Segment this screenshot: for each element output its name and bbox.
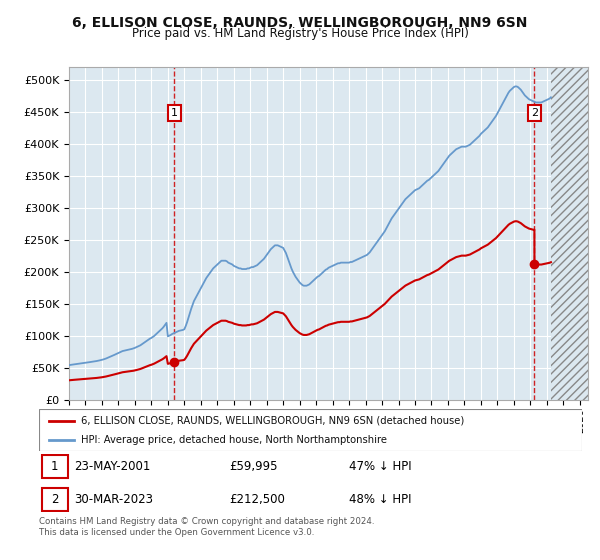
Text: 6, ELLISON CLOSE, RAUNDS, WELLINGBOROUGH, NN9 6SN (detached house): 6, ELLISON CLOSE, RAUNDS, WELLINGBOROUGH… bbox=[82, 416, 464, 426]
Text: Contains HM Land Registry data © Crown copyright and database right 2024.
This d: Contains HM Land Registry data © Crown c… bbox=[39, 517, 374, 537]
Text: 1: 1 bbox=[171, 108, 178, 118]
Text: 2: 2 bbox=[531, 108, 538, 118]
Text: 23-MAY-2001: 23-MAY-2001 bbox=[74, 460, 151, 473]
Text: 2: 2 bbox=[51, 493, 58, 506]
Text: £59,995: £59,995 bbox=[229, 460, 278, 473]
Text: 6, ELLISON CLOSE, RAUNDS, WELLINGBOROUGH, NN9 6SN: 6, ELLISON CLOSE, RAUNDS, WELLINGBOROUGH… bbox=[73, 16, 527, 30]
Text: 47% ↓ HPI: 47% ↓ HPI bbox=[349, 460, 411, 473]
Bar bbox=[42, 455, 68, 478]
Text: 1: 1 bbox=[51, 460, 58, 473]
Text: 30-MAR-2023: 30-MAR-2023 bbox=[74, 493, 153, 506]
Bar bbox=[42, 488, 68, 511]
Text: Price paid vs. HM Land Registry's House Price Index (HPI): Price paid vs. HM Land Registry's House … bbox=[131, 27, 469, 40]
Text: 48% ↓ HPI: 48% ↓ HPI bbox=[349, 493, 411, 506]
Text: HPI: Average price, detached house, North Northamptonshire: HPI: Average price, detached house, Nort… bbox=[82, 435, 388, 445]
Bar bbox=[551, 67, 588, 400]
Text: £212,500: £212,500 bbox=[229, 493, 285, 506]
